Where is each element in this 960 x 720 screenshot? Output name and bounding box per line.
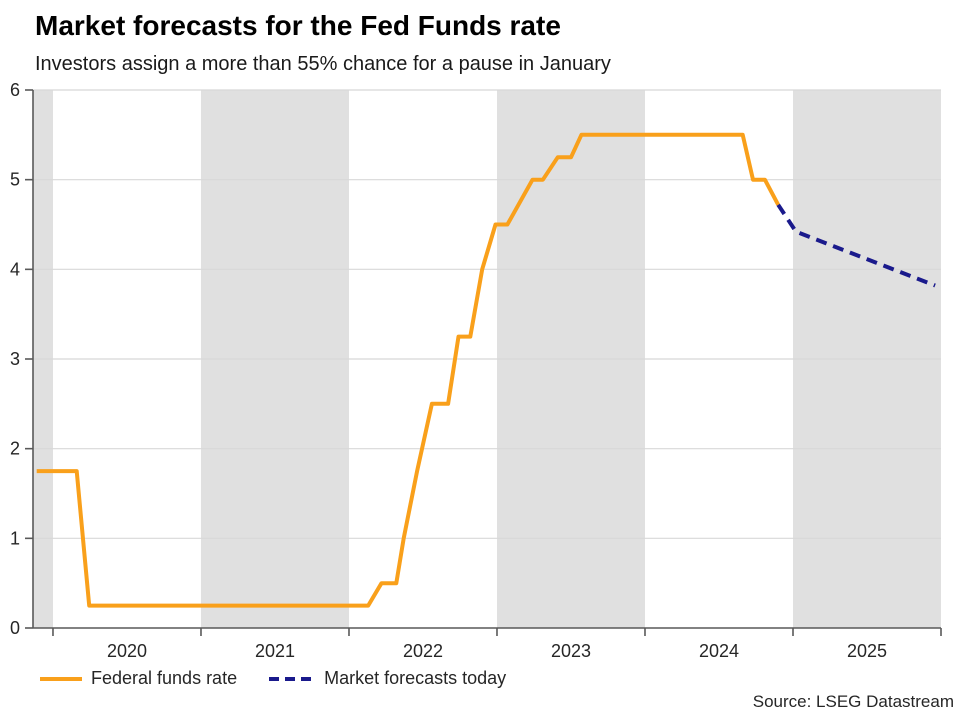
federal-funds-rate-line xyxy=(36,132,780,608)
x-year-label: 2023 xyxy=(551,641,591,661)
chart-legend: Federal funds rate Market forecasts toda… xyxy=(40,668,506,689)
y-tick-label: 2 xyxy=(10,439,20,459)
legend-item-market-forecasts: Market forecasts today xyxy=(269,668,506,689)
source-credit: Source: LSEG Datastream xyxy=(752,692,954,711)
market-forecast-line xyxy=(776,203,936,288)
federal-funds-line-swatch xyxy=(40,676,82,681)
y-tick-label: 1 xyxy=(10,528,20,548)
legend-item-federal-funds-rate: Federal funds rate xyxy=(40,668,237,689)
legend-label-federal-funds-rate: Federal funds rate xyxy=(91,668,238,688)
chart-title: Market forecasts for the Fed Funds rate xyxy=(35,10,561,41)
y-tick-label: 4 xyxy=(10,259,20,279)
forecast-line-swatch xyxy=(269,676,316,681)
x-year-label: 2024 xyxy=(699,641,739,661)
legend-label-market-forecasts: Market forecasts today xyxy=(324,668,507,688)
y-tick-label: 5 xyxy=(10,170,20,190)
x-year-label: 2020 xyxy=(107,641,147,661)
chart-subtitle: Investors assign a more than 55% chance … xyxy=(35,53,611,75)
y-tick-label: 6 xyxy=(10,80,20,100)
y-tick-label: 0 xyxy=(10,618,20,638)
x-year-label: 2021 xyxy=(255,641,295,661)
x-year-label: 2022 xyxy=(403,641,443,661)
y-tick-label: 3 xyxy=(10,349,20,369)
x-year-label: 2025 xyxy=(847,641,887,661)
